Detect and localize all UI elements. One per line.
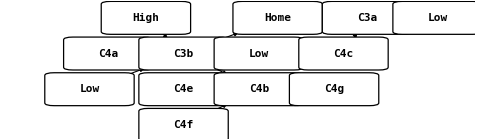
FancyBboxPatch shape [101,1,191,34]
Text: C3b: C3b [173,49,193,59]
FancyBboxPatch shape [139,108,228,140]
Text: C4g: C4g [324,84,344,94]
Text: High: High [132,13,159,23]
Text: C4c: C4c [334,49,354,59]
Text: C4b: C4b [249,84,269,94]
Text: Low: Low [79,84,99,94]
Text: Low: Low [249,49,269,59]
Text: C4f: C4f [173,120,193,130]
FancyBboxPatch shape [299,37,388,70]
FancyBboxPatch shape [214,73,303,106]
Text: Low: Low [428,13,448,23]
Text: C3a: C3a [357,13,377,23]
FancyBboxPatch shape [393,1,480,34]
FancyBboxPatch shape [139,73,228,106]
FancyBboxPatch shape [214,37,303,70]
FancyBboxPatch shape [289,73,379,106]
FancyBboxPatch shape [139,37,228,70]
Text: C4e: C4e [173,84,193,94]
FancyBboxPatch shape [233,1,323,34]
FancyBboxPatch shape [45,73,134,106]
FancyBboxPatch shape [63,37,153,70]
Text: Home: Home [264,13,291,23]
FancyBboxPatch shape [323,1,412,34]
Text: C4a: C4a [98,49,119,59]
